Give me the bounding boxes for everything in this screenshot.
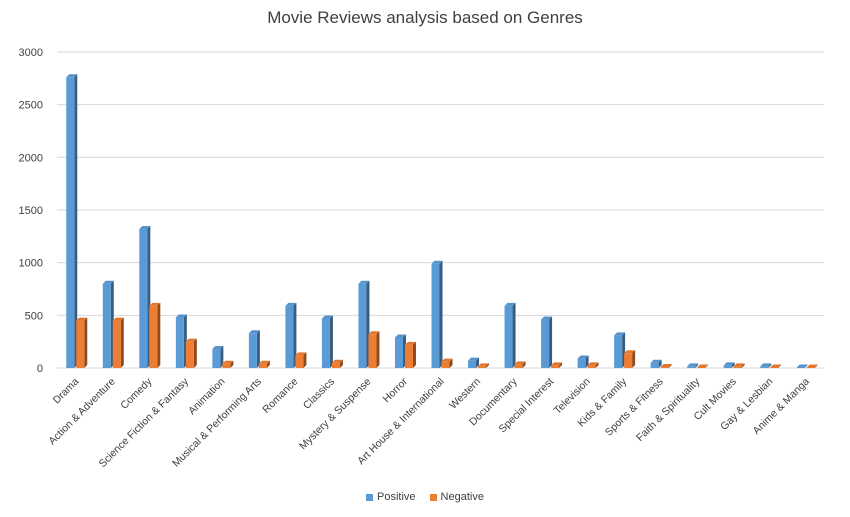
x-tick-label: Mystery & Suspense xyxy=(297,376,374,453)
y-tick-label: 1000 xyxy=(19,258,43,270)
y-tick-label: 0 xyxy=(37,363,43,375)
y-axis-ticks: 0 500 1000 1500 2000 2500 3000 xyxy=(19,47,43,375)
bar-negative xyxy=(222,360,234,368)
bar-positive xyxy=(650,359,662,368)
x-tick-label: Comedy xyxy=(118,375,155,412)
y-tick-label: 2000 xyxy=(19,152,43,164)
bar-positive xyxy=(139,225,151,368)
bar-negative xyxy=(295,352,307,368)
bar-positive xyxy=(66,74,78,368)
legend-label: Positive xyxy=(377,491,416,503)
legend-label: Negative xyxy=(440,491,484,503)
legend-item-positive: Positive xyxy=(366,491,416,503)
legend-swatch xyxy=(429,493,437,501)
bar-negative xyxy=(733,363,745,368)
bar-negative xyxy=(514,361,526,368)
bar-negative xyxy=(770,364,782,368)
y-tick-label: 2500 xyxy=(19,100,43,112)
x-tick-label: Faith & Spirituality xyxy=(634,375,703,444)
x-tick-label: Romance xyxy=(260,376,300,416)
bar-negative xyxy=(551,362,563,368)
legend-item-negative: Negative xyxy=(429,491,484,503)
bar-negative xyxy=(258,360,270,368)
bar-positive xyxy=(687,363,699,368)
bar-positive xyxy=(102,280,114,368)
y-tick-label: 500 xyxy=(25,310,43,322)
bar-positive xyxy=(760,363,772,368)
bar-positive xyxy=(541,316,553,368)
bar-positive xyxy=(358,280,370,368)
bar-positive xyxy=(394,334,406,368)
bar-negative xyxy=(404,341,416,368)
bar-positive xyxy=(468,357,480,368)
bar-negative xyxy=(331,359,343,368)
bar-positive xyxy=(321,315,333,368)
bar-positive xyxy=(175,314,187,368)
bar-positive xyxy=(723,362,735,368)
bar-negative xyxy=(478,363,490,368)
chart-title: Movie Reviews analysis based on Genres xyxy=(267,8,583,27)
bar-positive xyxy=(248,330,260,368)
bar-negative xyxy=(441,358,453,368)
x-tick-label: Classics xyxy=(301,376,337,412)
legend: Positive Negative xyxy=(0,491,850,503)
bars-layer xyxy=(66,74,818,368)
bar-negative xyxy=(112,317,124,368)
bar-negative xyxy=(185,338,197,368)
bar-negative xyxy=(149,302,161,368)
bar-negative xyxy=(368,331,380,368)
bar-positive xyxy=(796,364,808,368)
bar-negative xyxy=(660,363,672,368)
y-tick-label: 3000 xyxy=(19,47,43,59)
bar-negative xyxy=(587,362,599,368)
bar-positive xyxy=(614,332,626,368)
bar-positive xyxy=(577,355,589,368)
x-tick-label: Action & Adventure xyxy=(46,376,118,448)
bar-positive xyxy=(504,302,516,368)
bar-negative xyxy=(697,364,709,368)
bar-positive xyxy=(212,346,224,368)
x-tick-label: Horror xyxy=(381,375,411,405)
x-tick-label: Western xyxy=(447,376,483,412)
bar-positive xyxy=(285,302,297,368)
legend-swatch xyxy=(366,493,374,501)
bar-negative xyxy=(806,364,818,368)
bar-negative xyxy=(76,317,88,368)
bar-positive xyxy=(431,260,443,368)
bar-negative xyxy=(624,350,636,368)
y-tick-label: 1500 xyxy=(19,205,43,217)
x-tick-label: Drama xyxy=(51,376,82,407)
